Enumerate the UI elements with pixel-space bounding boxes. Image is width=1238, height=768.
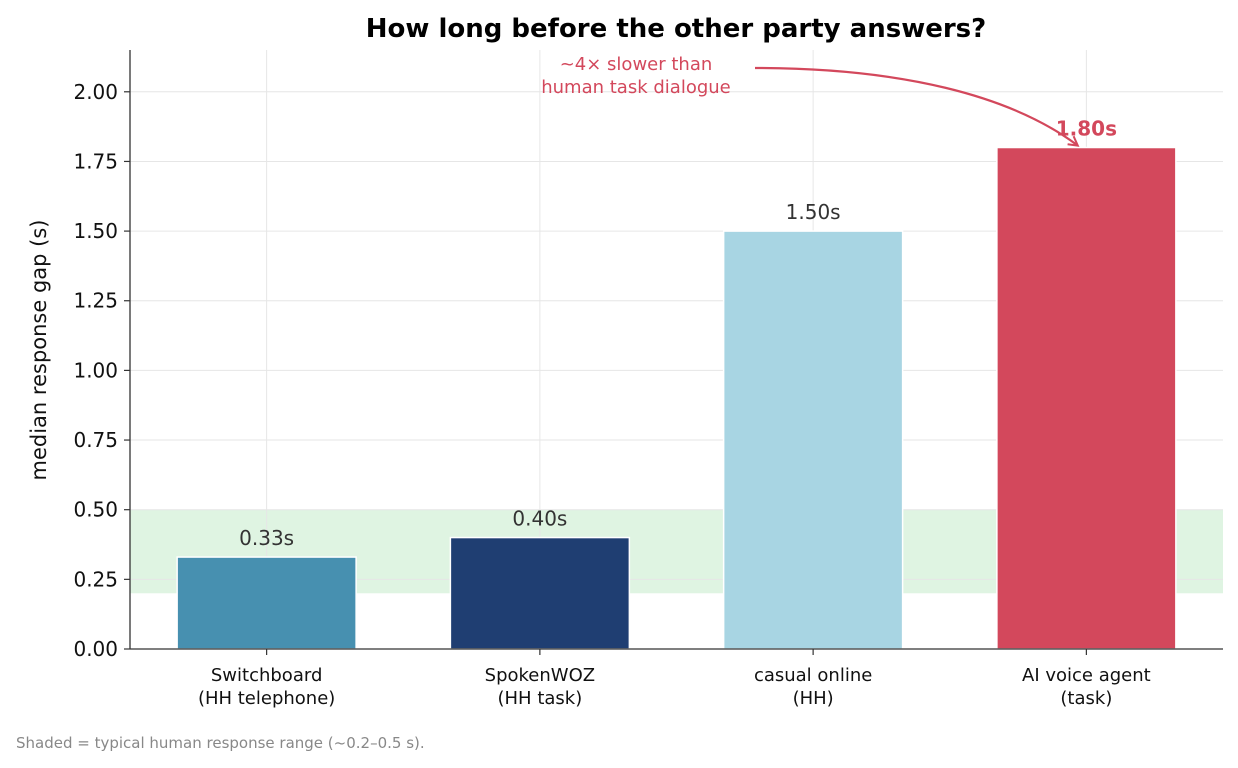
y-tick-label: 0.75 [73, 428, 118, 452]
chart-title: How long before the other party answers? [366, 14, 986, 44]
y-tick-label: 2.00 [73, 80, 118, 104]
y-tick-label: 1.00 [73, 358, 118, 382]
y-tick-label: 1.50 [73, 219, 118, 243]
y-tick-label: 0.25 [73, 567, 118, 591]
annotation-arrow [754, 66, 1077, 145]
y-axis-label: median response gap (s) [27, 220, 51, 481]
bar [996, 146, 1177, 650]
bar [722, 230, 904, 650]
data-label: 0.40s [512, 507, 567, 531]
data-label: 1.50s [786, 200, 841, 224]
y-tick-label: 1.25 [73, 289, 118, 313]
x-tick-label: SpokenWOZ [485, 665, 595, 686]
x-tick-label: (task) [1060, 688, 1112, 709]
y-tick-label: 0.50 [73, 498, 118, 522]
x-tick-label: Switchboard [211, 665, 323, 686]
y-tick-label: 0.00 [73, 637, 118, 661]
annotation: ~4× slower than human task dialogue [541, 54, 1077, 145]
bar [176, 556, 357, 650]
x-tick-label: (HH telephone) [198, 688, 335, 709]
data-label: 0.33s [239, 526, 294, 550]
y-tick-label: 1.75 [73, 149, 118, 173]
footnote: Shaded = typical human response range (~… [16, 734, 425, 752]
x-tick-label: (HH task) [498, 688, 583, 709]
bar [449, 536, 631, 650]
x-tick-label: (HH) [793, 688, 834, 709]
x-tick-label: AI voice agent [1022, 665, 1151, 686]
annotation-line1: ~4× slower than [560, 54, 713, 75]
x-tick-label: casual online [754, 665, 872, 686]
annotation-line2: human task dialogue [541, 77, 731, 98]
